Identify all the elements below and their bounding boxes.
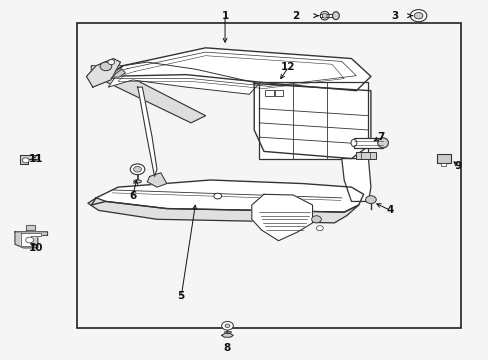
Polygon shape [137, 87, 157, 176]
Bar [441, 163, 446, 166]
Bar [264, 90, 273, 96]
Circle shape [130, 164, 144, 175]
Ellipse shape [322, 13, 326, 18]
Bar [353, 138, 382, 148]
Polygon shape [15, 232, 47, 248]
Polygon shape [20, 155, 38, 164]
Text: 8: 8 [224, 343, 231, 353]
Bar [77, 23, 460, 328]
Text: 6: 6 [129, 191, 136, 201]
Polygon shape [21, 233, 41, 246]
Polygon shape [254, 84, 370, 158]
Polygon shape [147, 173, 166, 187]
Text: 3: 3 [391, 11, 398, 21]
Text: 7: 7 [376, 132, 384, 142]
Polygon shape [91, 48, 370, 91]
Bar [259, 82, 368, 159]
Polygon shape [113, 69, 125, 77]
Circle shape [26, 237, 33, 243]
Ellipse shape [377, 138, 387, 148]
Polygon shape [86, 59, 120, 87]
Polygon shape [341, 158, 370, 202]
Polygon shape [251, 194, 312, 241]
Bar [356, 152, 375, 158]
Circle shape [133, 166, 141, 172]
Ellipse shape [332, 12, 339, 19]
Polygon shape [88, 198, 358, 223]
Circle shape [365, 196, 375, 203]
Text: 12: 12 [281, 63, 295, 72]
Text: 11: 11 [29, 154, 43, 163]
Text: 1: 1 [221, 11, 228, 21]
Ellipse shape [133, 180, 141, 183]
Polygon shape [221, 334, 233, 337]
Polygon shape [91, 180, 363, 212]
Bar [274, 90, 283, 96]
Bar [436, 154, 450, 163]
Text: 4: 4 [386, 205, 393, 215]
Circle shape [221, 321, 233, 330]
Circle shape [311, 216, 321, 223]
Polygon shape [106, 73, 205, 123]
Circle shape [22, 158, 29, 163]
Text: 5: 5 [177, 291, 184, 301]
Polygon shape [26, 225, 35, 230]
Circle shape [224, 324, 229, 328]
Text: 9: 9 [454, 161, 461, 171]
Polygon shape [108, 62, 259, 94]
Text: 2: 2 [291, 11, 299, 21]
Ellipse shape [320, 12, 328, 20]
Text: 10: 10 [29, 243, 43, 253]
Circle shape [316, 226, 323, 231]
Circle shape [409, 10, 426, 22]
Circle shape [100, 62, 112, 71]
Polygon shape [91, 66, 122, 84]
Ellipse shape [350, 139, 356, 147]
Circle shape [108, 60, 115, 64]
Circle shape [413, 13, 422, 19]
Circle shape [213, 193, 221, 199]
